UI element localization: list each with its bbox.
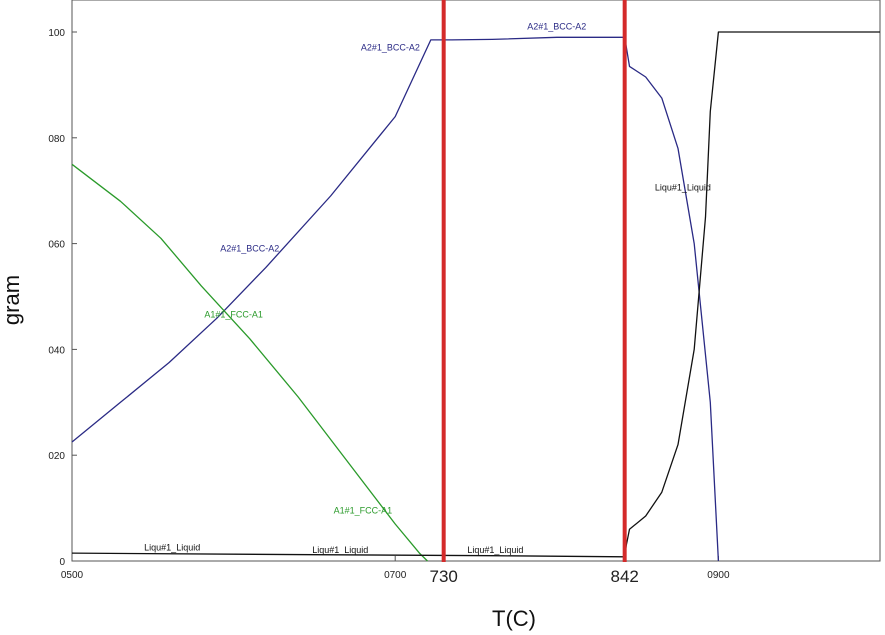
x-axis-ticks: 0500 0700 730 842 0900 (61, 556, 730, 586)
annotations: A2#1_BCC-A2 A2#1_BCC-A2 A2#1_BCC-A2 A1#1_FC… (144, 21, 711, 555)
plot-frame (71, 0, 881, 562)
annotation-fcc-1: A1#1_FCC-A1 (204, 310, 263, 320)
x-tick-label: 0900 (707, 570, 730, 581)
y-axis-label: gram (0, 275, 24, 325)
y-tick-label: 040 (48, 345, 65, 356)
x-tick-label: 730 (429, 567, 457, 586)
y-tick-label: 080 (48, 134, 65, 145)
annotation-liq-3: Liqu#1_Liquid (467, 545, 523, 555)
vertical-markers (441, 0, 627, 562)
annotation-bcc-2: A2#1_BCC-A2 (361, 43, 420, 53)
y-tick-label: 100 (48, 28, 65, 39)
series-line-bcc (71, 36, 720, 562)
annotation-liq-1: Liqu#1_Liquid (144, 542, 200, 552)
annotation-liq-4: Liqu#1_Liquid (655, 183, 711, 193)
series-line-liquid (71, 31, 880, 558)
x-axis-label: T(C) (492, 606, 536, 631)
x-tick-label: 0700 (384, 570, 407, 581)
y-tick-label: 0 (59, 557, 65, 568)
annotation-fcc-2: A1#1_FCC-A1 (334, 505, 393, 515)
y-tick-label: 060 (48, 240, 65, 251)
annotation-bcc-3: A2#1_BCC-A2 (527, 21, 586, 31)
annotation-liq-2: Liqu#1_Liquid (312, 545, 368, 555)
series-line-fcc (71, 163, 428, 562)
x-tick-label: 0500 (61, 570, 84, 581)
y-axis-ticks: 0 020 040 060 080 100 (48, 28, 77, 568)
y-tick-label: 020 (48, 451, 65, 462)
annotation-bcc-1: A2#1_BCC-A2 (220, 244, 279, 254)
series-group (71, 31, 880, 562)
x-tick-label: 842 (610, 567, 638, 586)
